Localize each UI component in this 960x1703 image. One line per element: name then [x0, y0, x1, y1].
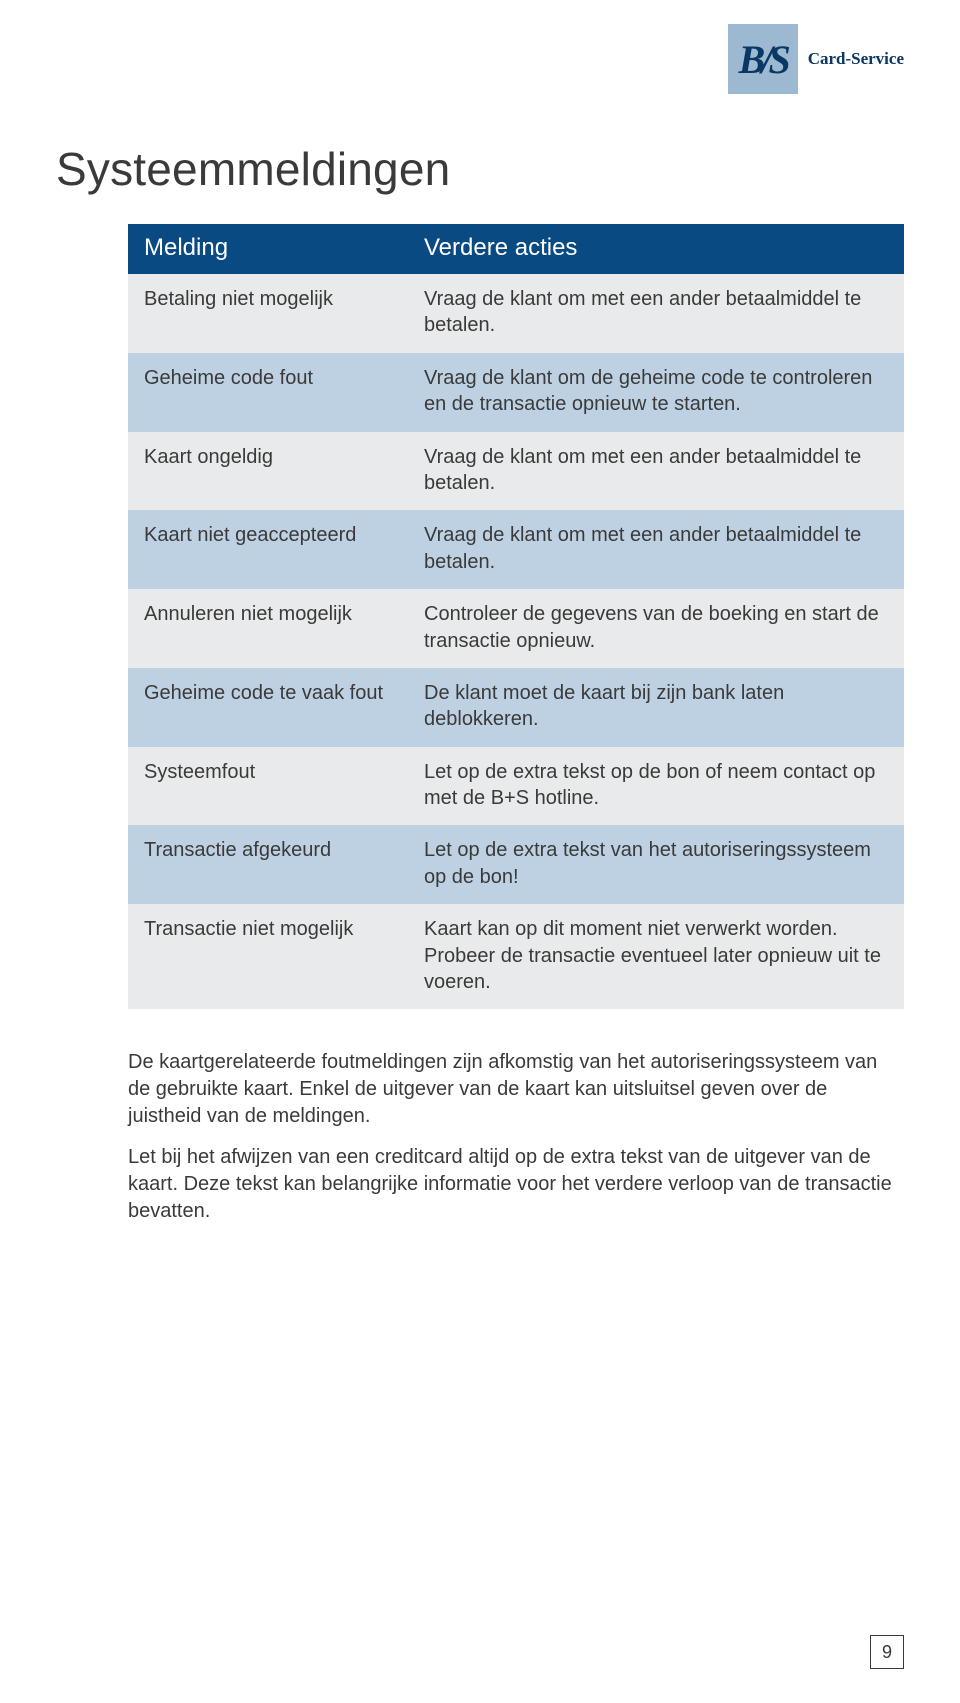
messages-table: Melding Verdere acties Betaling niet mog…: [128, 224, 904, 1009]
table-header-row: Melding Verdere acties: [128, 224, 904, 274]
table-row: Geheime code foutVraag de klant om de ge…: [128, 353, 904, 432]
action-cell: Controleer de gegevens van de boeking en…: [408, 589, 904, 668]
action-cell: Vraag de klant om de geheime code te con…: [408, 353, 904, 432]
table-header-message: Melding: [128, 224, 408, 274]
message-cell: Geheime code te vaak fout: [128, 668, 408, 747]
document-page: B/S Card-Service Systeemmeldingen Meldin…: [0, 0, 960, 1703]
action-cell: Vraag de klant om met een ander betaalmi…: [408, 510, 904, 589]
action-cell: Kaart kan op dit moment niet verwerkt wo…: [408, 904, 904, 1009]
page-number: 9: [870, 1635, 904, 1669]
table-row: Annuleren niet mogelijkControleer de geg…: [128, 589, 904, 668]
table-row: Transactie niet mogelijkKaart kan op dit…: [128, 904, 904, 1009]
message-cell: Geheime code fout: [128, 353, 408, 432]
action-cell: Let op de extra tekst van het autoriseri…: [408, 825, 904, 904]
body-paragraph: Let bij het afwijzen van een creditcard …: [128, 1144, 904, 1225]
message-cell: Annuleren niet mogelijk: [128, 589, 408, 668]
brand-logo-text: Card-Service: [808, 49, 904, 69]
action-cell: Vraag de klant om met een ander betaalmi…: [408, 274, 904, 353]
table-row: Geheime code te vaak foutDe klant moet d…: [128, 668, 904, 747]
brand-logo-mark: B/S: [728, 24, 798, 94]
action-cell: De klant moet de kaart bij zijn bank lat…: [408, 668, 904, 747]
table-row: Transactie afgekeurdLet op de extra teks…: [128, 825, 904, 904]
table-row: SysteemfoutLet op de extra tekst op de b…: [128, 747, 904, 826]
action-cell: Let op de extra tekst op de bon of neem …: [408, 747, 904, 826]
message-cell: Kaart niet geaccepteerd: [128, 510, 408, 589]
action-cell: Vraag de klant om met een ander betaalmi…: [408, 432, 904, 511]
table-header-action: Verdere acties: [408, 224, 904, 274]
message-cell: Transactie niet mogelijk: [128, 904, 408, 1009]
table-row: Kaart ongeldigVraag de klant om met een …: [128, 432, 904, 511]
message-cell: Systeemfout: [128, 747, 408, 826]
table-row: Betaling niet mogelijkVraag de klant om …: [128, 274, 904, 353]
message-cell: Betaling niet mogelijk: [128, 274, 408, 353]
body-text: De kaartgerelateerde foutmeldingen zijn …: [128, 1049, 904, 1225]
page-title: Systeemmeldingen: [56, 142, 904, 196]
body-paragraph: De kaartgerelateerde foutmeldingen zijn …: [128, 1049, 904, 1130]
message-cell: Kaart ongeldig: [128, 432, 408, 511]
table-row: Kaart niet geaccepteerdVraag de klant om…: [128, 510, 904, 589]
brand-logo: B/S Card-Service: [728, 24, 904, 94]
message-cell: Transactie afgekeurd: [128, 825, 408, 904]
content-area: Melding Verdere acties Betaling niet mog…: [56, 224, 904, 1225]
